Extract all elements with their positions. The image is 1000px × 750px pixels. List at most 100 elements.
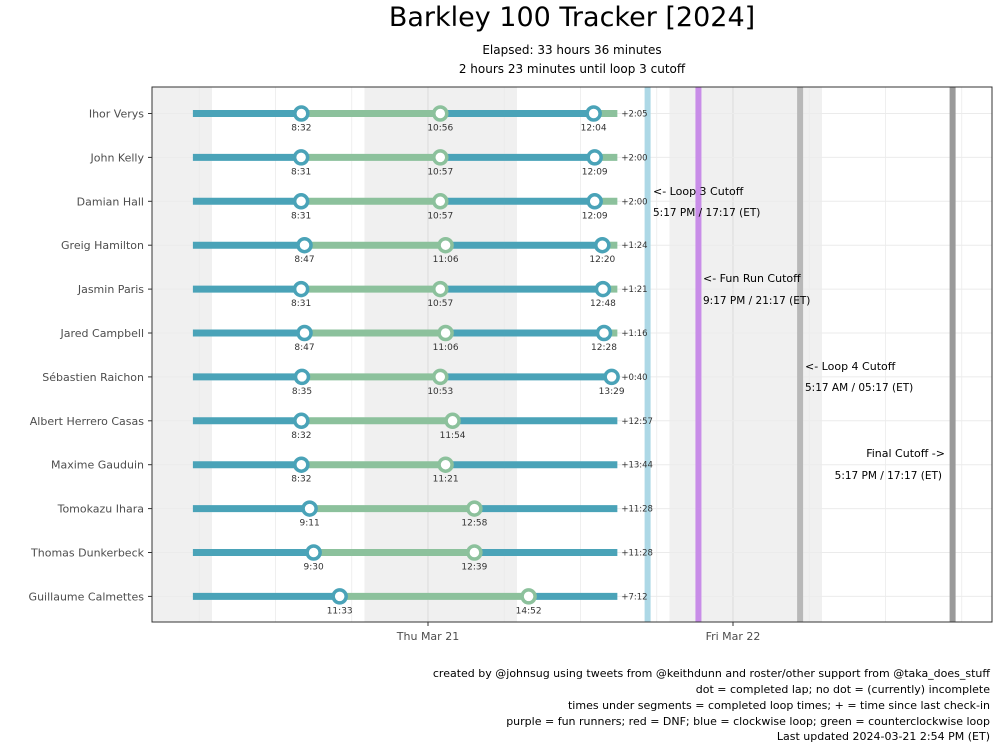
lap-complete-dot	[292, 193, 310, 210]
time-since-checkin-label: +0:40	[621, 373, 647, 383]
lap-complete-dot	[432, 368, 449, 386]
runner-name: John Kelly	[90, 151, 145, 164]
time-since-checkin-label: +2:00	[621, 153, 647, 163]
loop-time-label: 9:30	[304, 563, 324, 573]
time-since-checkin-label: +12:57	[621, 417, 653, 427]
loop-time-label: 10:57	[427, 211, 453, 221]
loop-time-label: 8:47	[294, 343, 314, 353]
loop-time-label: 11:21	[433, 475, 459, 485]
runner-name: Thomas Dunkerbeck	[30, 547, 145, 560]
night-band	[364, 87, 517, 622]
time-since-checkin-label: +2:05	[621, 110, 647, 120]
subtitle-cutoff-countdown: 2 hours 23 minutes until loop 3 cutoff	[458, 62, 686, 76]
caption-dot-legend: dot = completed lap; no dot = (currently…	[695, 683, 990, 696]
lap-complete-dot	[293, 368, 311, 386]
caption-credits: created by @johnsug using tweets from @k…	[432, 667, 990, 680]
loop-time-label: 9:11	[299, 519, 319, 529]
chart-title: Barkley 100 Tracker [2024]	[388, 2, 756, 33]
loop-time-label: 8:31	[291, 167, 311, 177]
loop-time-label: 8:31	[291, 211, 311, 221]
lap-complete-dot	[437, 324, 454, 342]
loop-time-label: 8:32	[291, 124, 311, 134]
loop-time-label: 14:52	[516, 606, 542, 616]
runner-name: Maxime Gauduin	[51, 459, 144, 472]
cutoff-time-label: 5:17 PM / 17:17 (ET)	[835, 470, 942, 482]
runner-name: Guillaume Calmettes	[29, 590, 145, 603]
cutoff-line	[695, 87, 702, 622]
cutoff-label: <- Loop 4 Cutoff	[805, 360, 896, 373]
time-since-checkin-label: +1:24	[621, 241, 647, 251]
lap-complete-dot	[296, 324, 313, 342]
cutoff-label: <- Loop 3 Cutoff	[653, 185, 744, 198]
time-since-checkin-label: +7:12	[621, 592, 647, 602]
lap-complete-dot	[432, 105, 449, 122]
loop-time-label: 12:28	[591, 343, 617, 353]
runner-name: Greig Hamilton	[61, 239, 144, 252]
loop-time-label: 8:32	[291, 475, 311, 485]
loop-time-label: 11:06	[433, 343, 459, 353]
lap-complete-dot	[432, 193, 449, 210]
lap-complete-dot	[586, 149, 603, 166]
cutoff-line	[644, 87, 651, 622]
loop-time-label: 8:31	[291, 299, 311, 309]
runner-name: Sébastien Raichon	[42, 371, 144, 384]
loop-time-label: 12:20	[589, 255, 615, 265]
loop-time-label: 12:39	[461, 563, 487, 573]
loop-time-label: 12:58	[461, 519, 487, 529]
runner-name: Jasmin Paris	[77, 283, 144, 296]
runner-name: Tomokazu Ihara	[57, 503, 144, 516]
cutoff-line	[797, 87, 804, 622]
lap-complete-dot	[603, 368, 620, 386]
lap-complete-dot	[437, 456, 454, 473]
lap-complete-dot	[585, 105, 602, 122]
caption-last-updated: Last updated 2024-03-21 2:54 PM (ET)	[776, 730, 990, 743]
time-since-checkin-label: +11:28	[621, 549, 653, 559]
subtitle-elapsed: Elapsed: 33 hours 36 minutes	[482, 43, 662, 57]
caption-color-legend: purple = fun runners; red = DNF; blue = …	[506, 715, 990, 728]
cutoff-label: Final Cutoff ->	[866, 447, 945, 460]
cutoff-time-label: 9:17 PM / 21:17 (ET)	[703, 295, 810, 307]
lap-complete-dot	[292, 280, 310, 298]
lap-complete-dot	[432, 149, 449, 166]
caption-times-legend: times under segments = completed loop ti…	[567, 699, 990, 712]
x-tick-label: Thu Mar 21	[396, 630, 459, 643]
time-since-checkin-label: +1:16	[621, 329, 647, 339]
lap-complete-dot	[595, 324, 613, 342]
lap-complete-dot	[293, 456, 310, 473]
lap-complete-dot	[586, 193, 603, 210]
loop-time-label: 11:54	[440, 431, 466, 441]
time-since-checkin-label: +11:28	[621, 505, 653, 515]
loop-time-label: 12:09	[582, 211, 608, 221]
loop-time-label: 12:09	[582, 167, 608, 177]
runner-name: Ihor Verys	[89, 108, 144, 121]
lap-complete-dot	[293, 105, 310, 122]
lap-complete-dot	[432, 280, 449, 298]
cutoff-time-label: 5:17 AM / 05:17 (ET)	[805, 382, 913, 394]
x-tick-label: Fri Mar 22	[706, 630, 761, 643]
lap-complete-dot	[331, 588, 348, 605]
lap-complete-dot	[520, 588, 537, 605]
lap-complete-dot	[296, 236, 313, 254]
loop-time-label: 8:35	[292, 387, 312, 397]
loop-time-label: 11:06	[433, 255, 459, 265]
loop-time-label: 10:57	[427, 299, 453, 309]
runner-name: Albert Herrero Casas	[30, 415, 144, 428]
lap-complete-dot	[293, 412, 310, 430]
lap-complete-dot	[305, 544, 322, 561]
lap-complete-dot	[437, 236, 454, 254]
loop-time-label: 11:33	[327, 606, 353, 616]
lap-complete-dot	[444, 412, 461, 430]
time-since-checkin-label: +13:44	[621, 461, 653, 471]
lap-complete-dot	[292, 149, 310, 166]
runner-name: Jared Campbell	[60, 327, 145, 340]
night-band	[669, 87, 822, 622]
time-since-checkin-label: +2:00	[621, 197, 647, 207]
loop-time-label: 10:53	[427, 387, 453, 397]
loop-time-label: 12:04	[581, 124, 607, 134]
lap-complete-dot	[301, 500, 318, 517]
runner-name: Damian Hall	[77, 195, 144, 208]
lap-complete-dot	[594, 236, 611, 254]
loop-time-label: 10:57	[427, 167, 453, 177]
loop-time-label: 13:29	[599, 387, 625, 397]
